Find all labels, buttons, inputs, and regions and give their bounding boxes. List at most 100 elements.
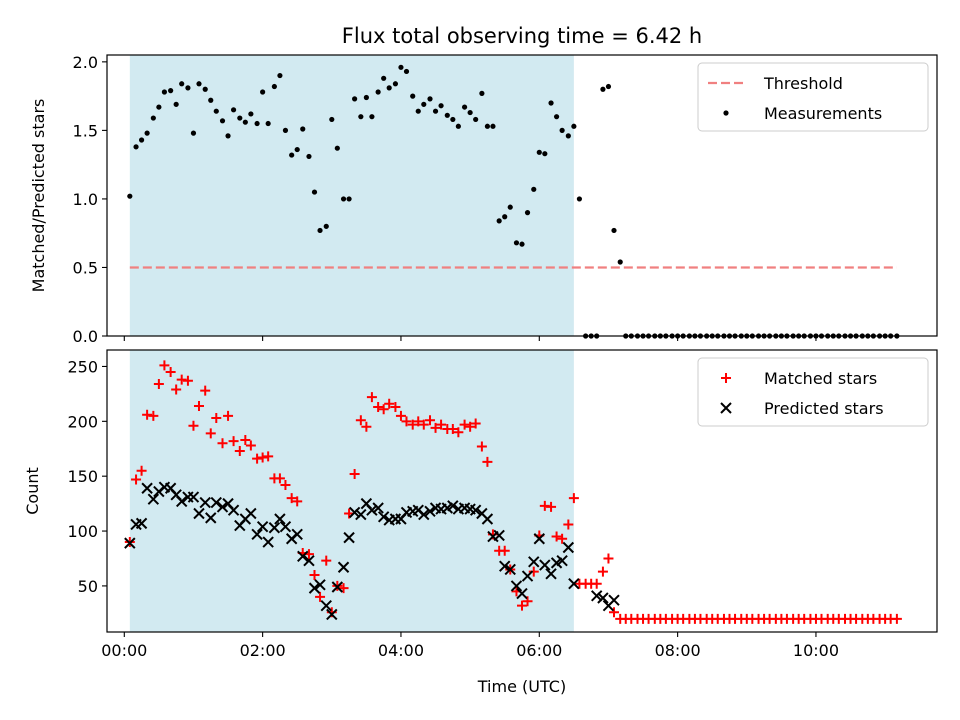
measurement-point [311, 189, 318, 195]
matched-star-point [459, 419, 470, 430]
predicted-star-point [262, 536, 274, 548]
measurement-point [289, 152, 295, 158]
matched-star-point [228, 436, 239, 447]
y-tick-label: 50 [78, 577, 98, 596]
matched-star-point [384, 398, 395, 409]
matched-star-point [361, 421, 372, 432]
matched-star-point [349, 468, 360, 479]
measurement-point [219, 118, 226, 124]
predicted-star-point [216, 501, 229, 513]
measurement-point [502, 214, 508, 220]
y-axis-label: Matched/Predicted stars [29, 99, 48, 293]
measurement-point [421, 101, 427, 107]
matched-star-point [338, 583, 349, 594]
measurement-point [479, 90, 485, 96]
measurement-point [196, 81, 202, 87]
matched-star-point [603, 553, 614, 564]
x-tick-label: 10:00 [793, 641, 839, 660]
measurement-point [173, 101, 179, 107]
matched-star-point [591, 578, 602, 589]
predicted-star-point [424, 505, 436, 518]
matched-star-point [539, 500, 550, 511]
matched-star-point [891, 613, 902, 624]
matched-star-point [447, 424, 458, 435]
predicted-star-point [372, 502, 384, 514]
measurement-point [260, 89, 266, 95]
predicted-star-point [227, 504, 240, 516]
measurement-point [334, 145, 340, 151]
measurement-point [208, 97, 214, 103]
predicted-star-point [545, 568, 557, 580]
matched-star-point [176, 374, 187, 385]
predicted-star-point [303, 554, 315, 567]
matched-star-point [257, 452, 268, 463]
matched-star-point [286, 493, 297, 504]
measurement-point [444, 112, 450, 118]
matched-star-point [407, 419, 418, 430]
predicted-star-point [147, 493, 160, 505]
predicted-star-point [493, 529, 505, 542]
matched-star-point [395, 410, 406, 421]
legend: Threshold Measurements [697, 62, 929, 132]
matched-star-point [142, 409, 153, 420]
measurement-point [127, 193, 133, 199]
matched-star-point [182, 375, 193, 386]
predicted-star-point [326, 608, 338, 621]
predicted-star-point [193, 507, 205, 520]
measurement-point [237, 115, 243, 121]
y-tick-label: 0.0 [73, 327, 98, 346]
predicted-star-point [528, 556, 540, 568]
matched-star-point [211, 413, 222, 424]
legend-matched-swatch [721, 373, 731, 383]
predicted-star-point [199, 496, 211, 509]
legend-entry-label: Matched stars [764, 369, 877, 388]
predicted-star-point [141, 482, 153, 494]
measurement-point [277, 72, 283, 79]
matched-star-point [171, 384, 182, 395]
y-tick-label: 2.0 [73, 53, 98, 72]
matched-star-point [245, 440, 256, 451]
measurement-point [524, 210, 531, 216]
chart-title: Flux total observing time = 6.42 h [342, 24, 702, 48]
matched-star-point [292, 496, 303, 507]
legend-box [697, 62, 929, 132]
predicted-star-point [175, 495, 188, 508]
measurement-point [133, 144, 139, 150]
matched-star-point [418, 419, 429, 430]
matched-star-point [597, 566, 608, 577]
predicted-star-point [366, 504, 378, 516]
measurement-point [571, 123, 577, 129]
predicted-star-point [320, 599, 332, 612]
y-tick-label: 250 [67, 357, 98, 376]
measurement-point [519, 241, 525, 247]
legend: Matched stars Predicted stars [697, 357, 929, 427]
observing-window-shade [129, 55, 574, 336]
matched-star-point [373, 402, 384, 413]
measurement-point [559, 127, 565, 133]
top-panel: 0.0 0.5 1.0 1.5 2.0 Matched/Predicted stars Th… [29, 53, 938, 346]
matched-star-point [436, 419, 447, 430]
matched-star-point [465, 421, 476, 432]
measurement-point [450, 116, 456, 123]
predicted-star-point [135, 517, 148, 530]
measurement-point [300, 126, 306, 132]
legend-box [697, 357, 929, 427]
measurement-point [438, 103, 444, 109]
measurement-point [536, 149, 542, 155]
measurement-point [190, 130, 197, 136]
measurement-point [150, 115, 156, 121]
predicted-star-point [418, 508, 430, 521]
matched-star-point [200, 385, 211, 396]
matched-star-point [482, 456, 493, 467]
predicted-star-point [210, 496, 222, 509]
measurement-point [398, 64, 404, 70]
predicted-star-point [291, 528, 303, 541]
x-tick-label: 04:00 [378, 641, 424, 660]
matched-star-point [378, 404, 389, 415]
measurement-point [565, 133, 571, 139]
matched-star-point [425, 415, 436, 426]
predicted-star-point [343, 531, 355, 544]
matched-star-point [321, 555, 332, 566]
axes-frame [106, 349, 938, 633]
